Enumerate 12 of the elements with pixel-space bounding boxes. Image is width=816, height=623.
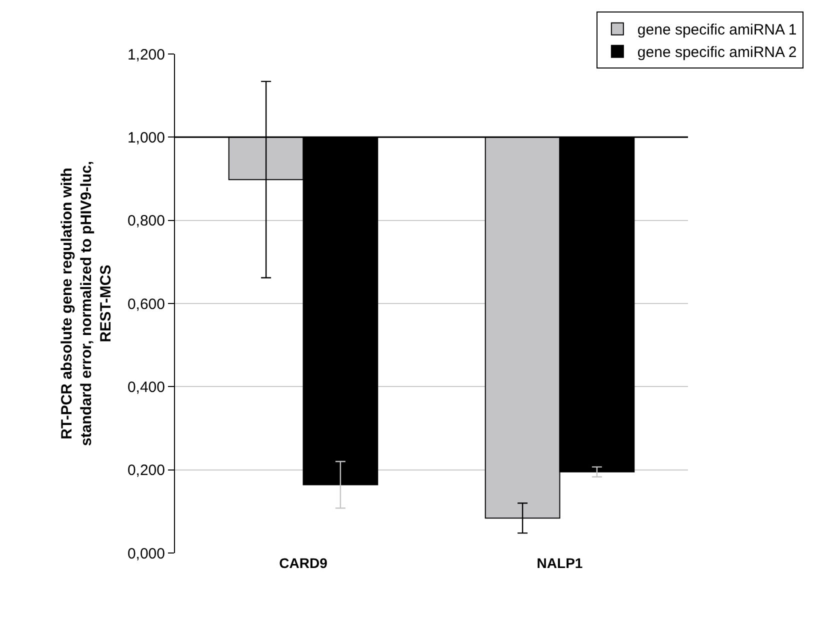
y-tick-label: 1,000 <box>127 129 165 146</box>
y-tick-label: 0,600 <box>127 296 165 313</box>
y-tick-label: 0,400 <box>127 378 165 396</box>
legend-label: gene specific amiRNA 1 <box>637 22 797 39</box>
y-tick-label: 1,200 <box>127 46 165 64</box>
legend-label: gene specific amiRNA 2 <box>637 44 797 62</box>
y-tick-label: 0,800 <box>127 212 165 230</box>
y-tick-label: 0,000 <box>127 545 165 562</box>
x-tick-label: NALP1 <box>536 555 583 571</box>
y-axis-title: RT-PCR absolute gene regulation with standard error, normalized to pHIV9-luc, REST-MCS <box>58 160 115 446</box>
y-tick-label: 0,200 <box>127 462 165 480</box>
x-tick-label: CARD9 <box>279 555 328 571</box>
